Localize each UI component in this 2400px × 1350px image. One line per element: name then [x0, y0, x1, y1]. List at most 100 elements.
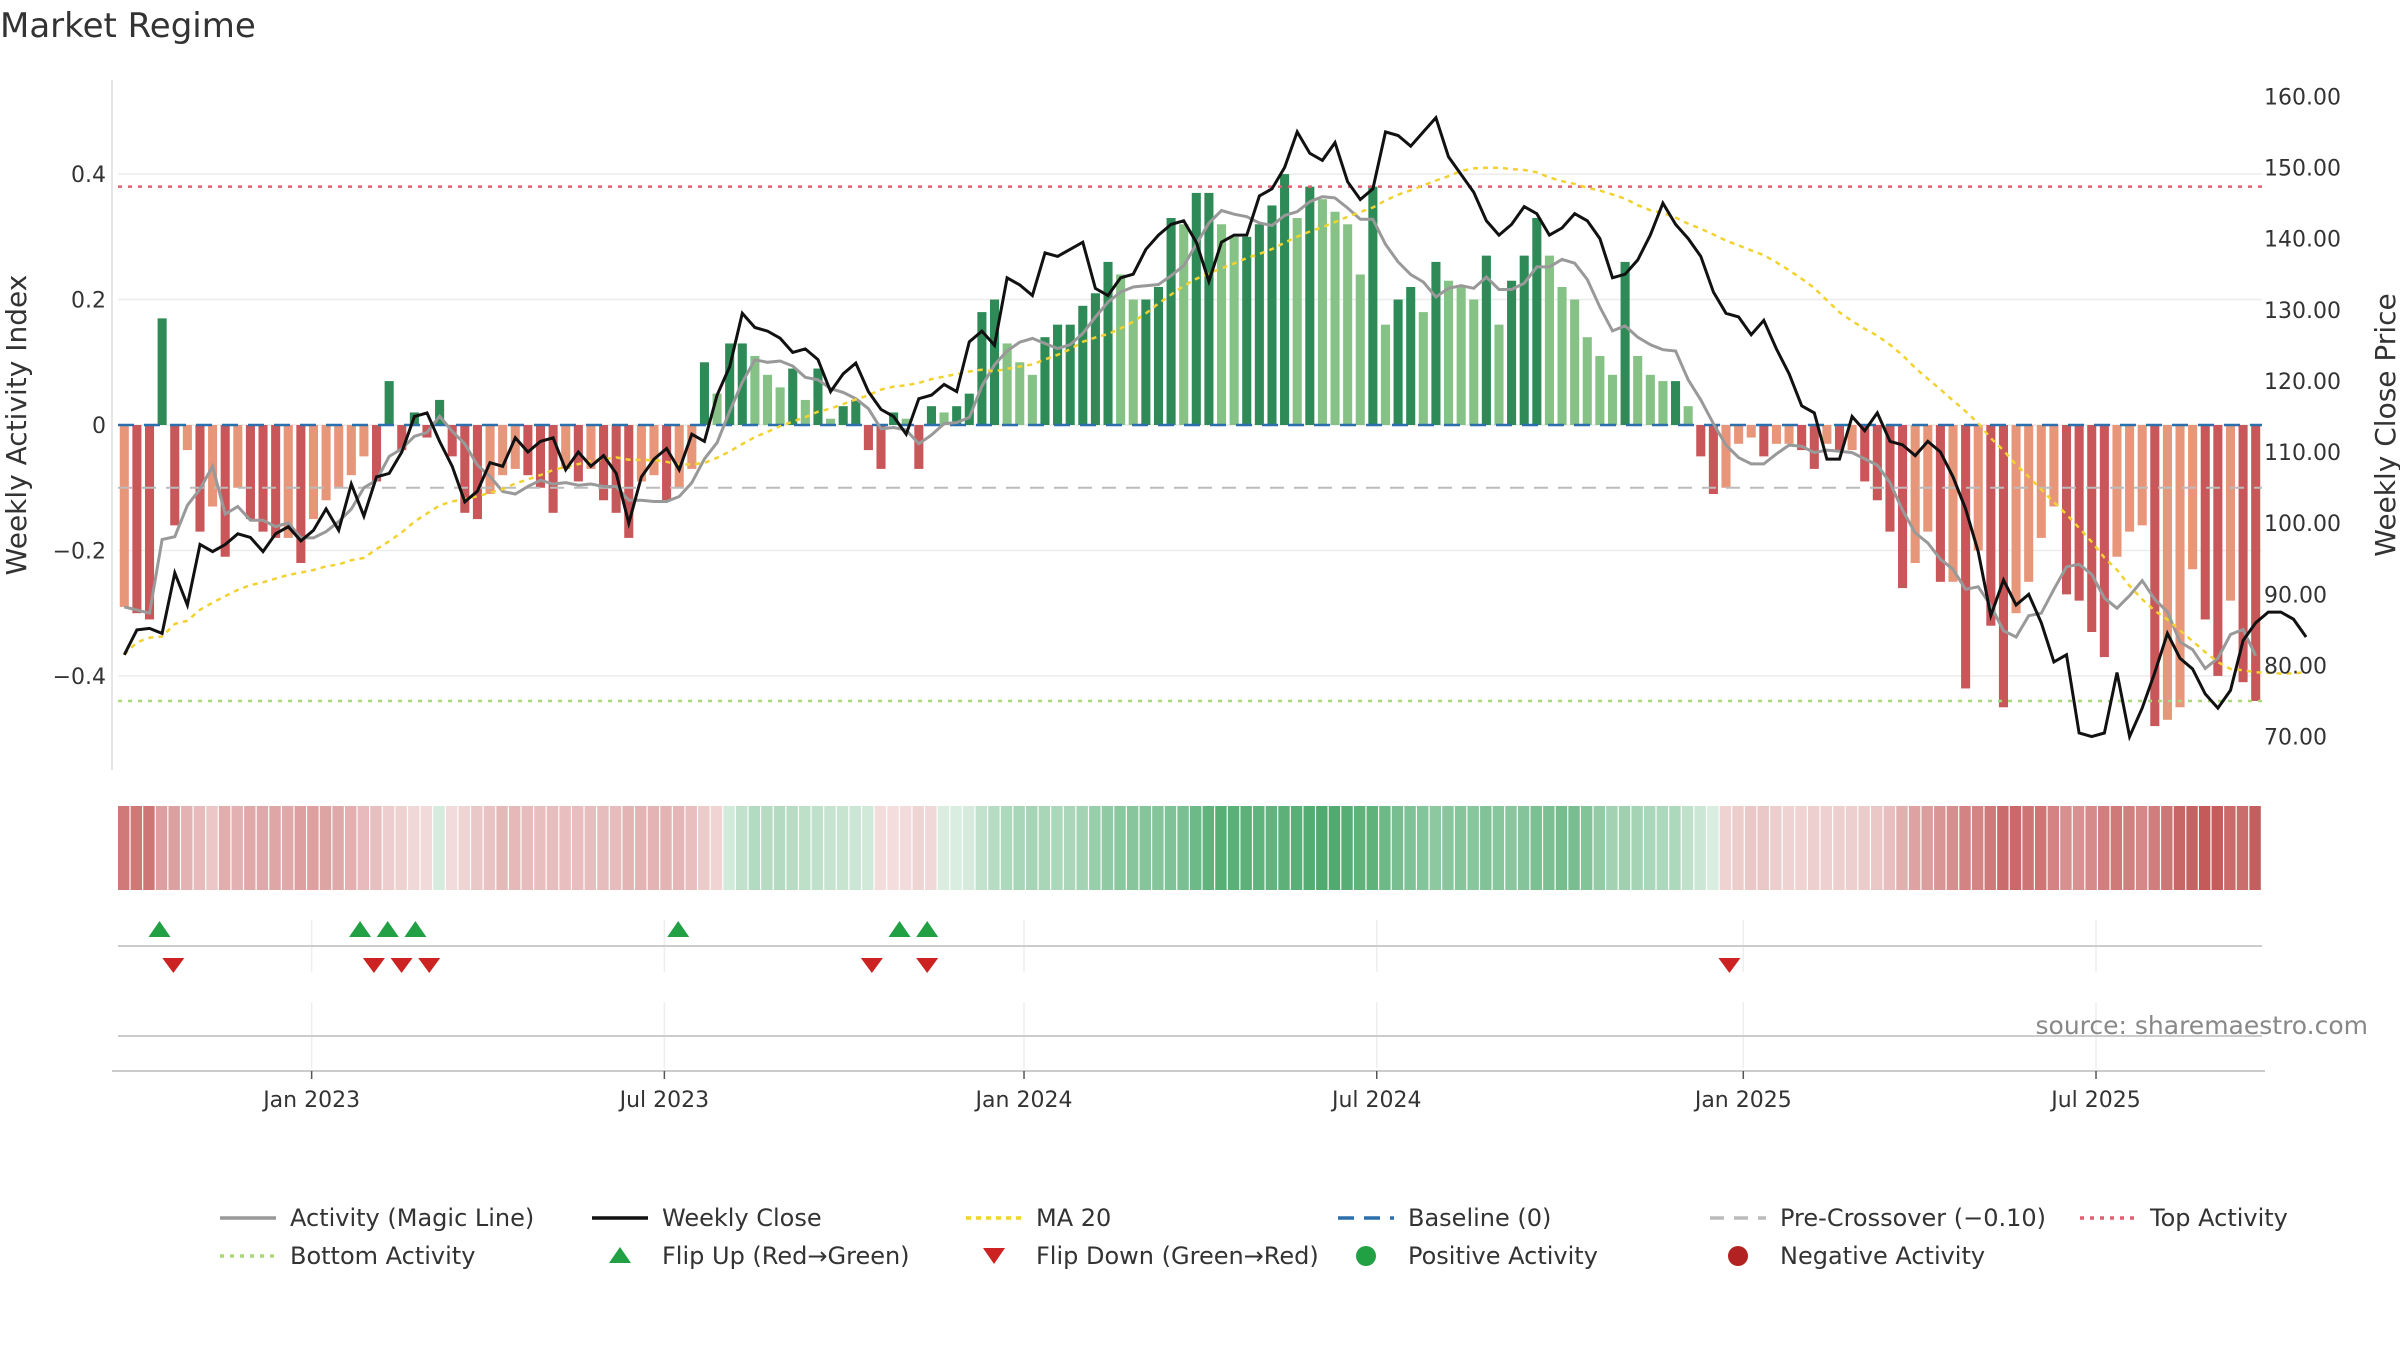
regime-strip-cell	[988, 806, 1000, 890]
activity-bar	[1090, 293, 1100, 425]
flip-down-marker	[362, 958, 385, 973]
regime-strip-cell	[1795, 806, 1807, 890]
regime-strip-cell	[2110, 806, 2123, 890]
activity-bar	[1834, 425, 1845, 451]
regime-strip-cell	[244, 806, 256, 890]
activity-bar	[1923, 425, 1933, 532]
activity-bar	[220, 425, 230, 557]
activity-bar	[1544, 255, 1554, 425]
regime-strip-cell	[1026, 806, 1038, 890]
regime-strip-cell	[370, 806, 382, 890]
flip-down-marker	[916, 958, 939, 973]
activity-bar	[1822, 425, 1832, 444]
regime-strip-cell	[1543, 806, 1555, 890]
regime-strip-cell	[2224, 806, 2236, 890]
chart-title: Market Regime	[0, 6, 256, 46]
activity-bar	[1998, 425, 2008, 708]
left-tick-label: −0.2	[53, 539, 106, 564]
regime-strip-cell	[2161, 806, 2173, 890]
x-tick-label: Jul 2024	[1330, 1088, 1422, 1113]
regime-strip-cell	[1353, 806, 1366, 890]
x-tick-label: Jan 2023	[261, 1088, 360, 1113]
regime-strip-cell	[1946, 806, 1959, 890]
activity-bar	[1582, 337, 1592, 425]
regime-strip-cell	[546, 806, 559, 890]
activity-bar	[1280, 174, 1290, 425]
activity-bar	[1494, 324, 1504, 425]
activity-bar	[1141, 299, 1151, 425]
regime-strip-cell	[862, 806, 874, 890]
regime-strip-cell	[2009, 806, 2022, 890]
x-tick-label: Jan 2025	[1693, 1088, 1792, 1113]
regime-strip-cell	[635, 806, 647, 890]
activity-bar	[1015, 362, 1025, 425]
activity-bar	[800, 399, 810, 425]
regime-strip-cell	[1114, 806, 1126, 890]
regime-strip-cell	[1631, 806, 1643, 890]
activity-bar	[1406, 287, 1416, 425]
activity-bar	[245, 425, 255, 520]
activity-bar	[2213, 425, 2223, 676]
activity-bar	[1872, 425, 1882, 501]
activity-bar	[1456, 287, 1466, 425]
activity-bar	[989, 299, 1000, 425]
regime-strip-cell	[1126, 806, 1139, 890]
activity-bar	[1078, 305, 1088, 425]
regime-strip-cell	[1580, 806, 1593, 890]
regime-strip-cell	[1152, 806, 1164, 890]
regime-strip-cell	[2022, 806, 2034, 890]
activity-bar	[498, 425, 508, 476]
regime-strip-cell	[1391, 806, 1404, 890]
regime-strip-cell	[584, 806, 597, 890]
left-tick-label: −0.4	[53, 665, 106, 690]
activity-bar	[2188, 425, 2198, 570]
regime-strip-cell	[143, 806, 155, 890]
regime-strip-cell	[1101, 806, 1114, 890]
magic-line	[123, 195, 2258, 671]
regime-strip-cell	[1089, 806, 1101, 890]
activity-bar	[2225, 425, 2236, 601]
regime-strip-cell	[1971, 806, 1984, 890]
activity-bar	[2238, 425, 2248, 683]
regime-strip-cell	[899, 806, 912, 890]
activity-bar	[1166, 218, 1176, 425]
flip-up-marker	[349, 921, 372, 937]
activity-bar	[1645, 374, 1655, 425]
regime-strip-cell	[2085, 806, 2097, 890]
activity-bar	[1532, 218, 1542, 425]
activity-bar	[1317, 199, 1327, 425]
activity-bar	[1797, 425, 1807, 451]
activity-bar	[1128, 299, 1138, 425]
activity-bar	[561, 425, 571, 469]
right-tick-label: 150.00	[2264, 156, 2341, 181]
left-tick-label: 0.2	[71, 289, 106, 314]
flip-up-marker	[667, 921, 690, 937]
regime-strip-cell	[445, 806, 458, 890]
regime-strip-cell	[1997, 806, 2009, 890]
legend-flip-down-icon	[983, 1248, 1005, 1264]
activity-bar	[1368, 186, 1378, 425]
activity-bar	[1292, 218, 1302, 425]
regime-strip-cell	[1770, 806, 1782, 890]
activity-bar	[1355, 274, 1365, 425]
regime-strip-cell	[281, 806, 294, 890]
activity-bar	[1216, 224, 1227, 425]
regime-strip-cell	[912, 806, 924, 890]
activity-bar	[1242, 236, 1252, 425]
regime-strip-cell	[925, 806, 937, 890]
activity-bar	[2150, 425, 2160, 727]
regime-strip-cell	[1013, 806, 1025, 890]
regime-strip-cell	[710, 806, 723, 890]
regime-strip-cell	[660, 806, 672, 890]
regime-strip-cell	[319, 806, 332, 890]
activity-bar	[1380, 324, 1391, 425]
weekly-close-line	[122, 114, 2308, 742]
activity-bar	[1179, 224, 1189, 425]
regime-strip-cell	[1328, 806, 1341, 890]
regime-strip-cell	[168, 806, 180, 890]
regime-strip-cell	[824, 806, 836, 890]
activity-bar	[1910, 425, 1920, 563]
regime-strip-cell	[471, 806, 483, 890]
activity-bar	[472, 425, 482, 520]
